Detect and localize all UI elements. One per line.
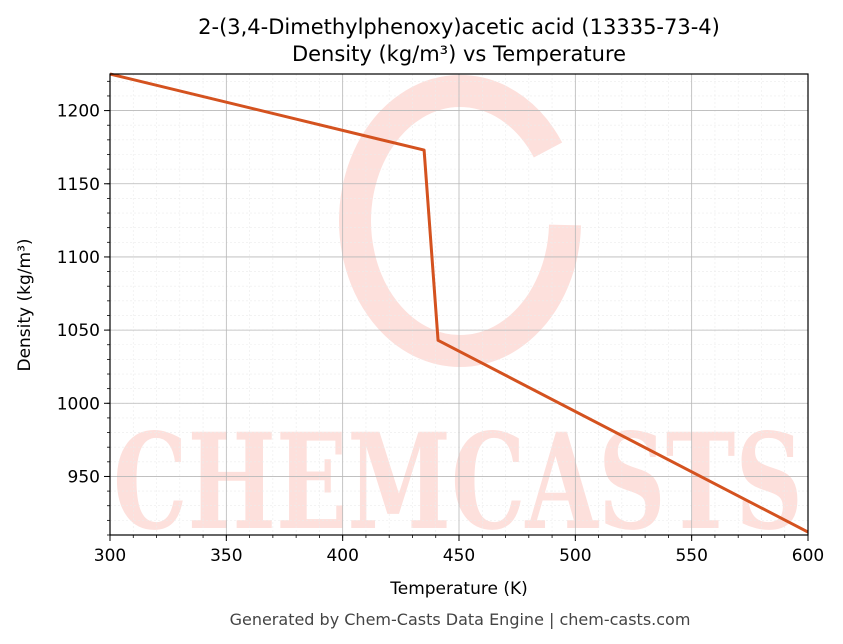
- watermark: CHEMCASTS: [113, 75, 803, 560]
- density-series-line: [109, 72, 809, 534]
- y-tick-label: 1100: [57, 248, 100, 268]
- y-axis-label: Density (kg/m³): [15, 238, 35, 371]
- watermark-text: CHEMCASTS: [113, 405, 803, 560]
- axes-ticks: 300 350 400 450 500 550 600 950 1000 1050 1100 1150…: [57, 80, 824, 566]
- y-tick-label: 1150: [57, 175, 100, 195]
- plot-area: [109, 72, 809, 534]
- x-tick-label: 500: [559, 546, 591, 566]
- y-tick-label: 1000: [57, 394, 100, 414]
- x-tick-label: 450: [443, 546, 475, 566]
- x-tick-label: 350: [210, 546, 242, 566]
- chart-subtitle: Density (kg/m³) vs Temperature: [292, 42, 626, 66]
- grid: [109, 74, 809, 536]
- x-tick-label: 400: [326, 546, 358, 566]
- x-tick-label: 300: [94, 546, 126, 566]
- y-tick-label: 1200: [57, 102, 100, 122]
- y-tick-label: 1050: [57, 321, 100, 341]
- x-tick-label: 550: [675, 546, 707, 566]
- chart-title: 2-(3,4-Dimethylphenoxy)acetic acid (1333…: [198, 15, 720, 39]
- y-tick-label: 950: [68, 467, 100, 487]
- x-tick-label: 600: [792, 546, 824, 566]
- footer-text: Generated by Chem-Casts Data Engine | ch…: [230, 610, 691, 629]
- x-axis-label: Temperature (K): [389, 579, 528, 599]
- watermark-logo-arc: [339, 75, 581, 367]
